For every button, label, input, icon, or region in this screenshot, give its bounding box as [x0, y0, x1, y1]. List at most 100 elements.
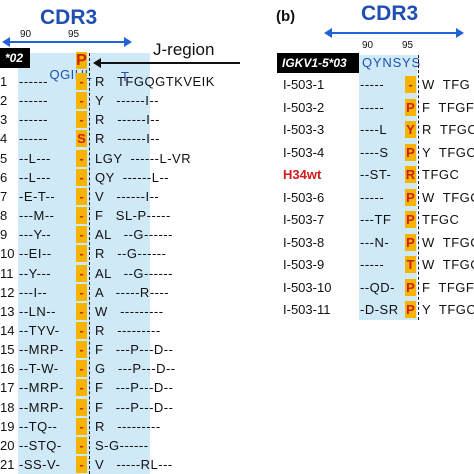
sequence-row: 6 --L--- - QY ------L-- — [0, 168, 474, 186]
panel-b-sequence-row: I-503-11 -D-SR P Y TFGC — [0, 301, 474, 318]
row-cdr3-prefix: -E-T-- — [19, 188, 56, 204]
row-label: 12 — [0, 284, 15, 300]
sequence-row: 4 ------ S R ------I-- — [0, 130, 474, 148]
panel-b-row-position-cell: P — [405, 233, 416, 251]
cdr3-arrow-left-head — [2, 37, 10, 47]
row-cdr3-prefix: --TQ-- — [19, 418, 58, 434]
row-j-region: R ------I-- — [95, 112, 160, 128]
row-j-region: F SL-P----- — [95, 208, 171, 224]
panel-b-row-position-cell: Y — [405, 121, 416, 138]
panel-b-row-position-cell: P — [405, 98, 416, 116]
row-label: 9 — [0, 227, 8, 243]
row-label: 13 — [0, 303, 15, 319]
row-j-region: R TFGQGTKVEIK — [95, 74, 215, 89]
panel-b-sequence-row: I-503-6 ----- P W TFGC — [0, 188, 474, 206]
panel-b-row-label: I-503-8 — [283, 234, 325, 250]
row-position-95-cell: - — [76, 321, 87, 339]
row-label: 17 — [0, 380, 15, 396]
row-cdr3-prefix: --Y--- — [19, 265, 52, 281]
tick-95: 95 — [68, 29, 80, 40]
row-j-region: Y ------I-- — [95, 93, 160, 109]
row-position-95-cell: - — [76, 168, 87, 186]
sequence-row: 14 --TYV- - R --------- — [0, 321, 474, 339]
row-position-95-cell: - — [76, 360, 87, 378]
panel-b-cdr3-title: CDR3 — [361, 2, 419, 25]
row-position-95-cell: - — [76, 456, 87, 473]
panel-b-row-label: I-503-4 — [283, 144, 325, 160]
cdr3-arrow — [8, 41, 126, 43]
panel-b-row-cdr3-prefix: ----- — [360, 99, 385, 115]
row-position-95-cell: - — [76, 187, 87, 205]
row-cdr3-prefix: --MRP- — [19, 399, 64, 415]
row-label: 8 — [0, 208, 8, 224]
germline-p-cell: P — [76, 52, 87, 69]
sequence-row: 1 ------ - R TFGQGTKVEIK — [0, 73, 474, 90]
panel-b-row-j-region: R TFGC — [422, 122, 474, 137]
panel-b-row-j-region: W TFGC — [422, 257, 474, 272]
panel-b-row-j-region: TFGC — [422, 167, 460, 182]
row-cdr3-prefix: --STQ- — [19, 437, 62, 453]
germline-post-t: T — [121, 69, 129, 84]
row-j-region: QY ------L-- — [95, 169, 170, 185]
row-cdr3-prefix: --L--- — [19, 169, 51, 185]
panel-b-sequence-row: I-503-8 ---N- P W TFGC — [0, 233, 474, 251]
panel-b-row-j-region: W TFG — [422, 77, 471, 92]
panel-b-row-label: I-503-3 — [283, 122, 325, 137]
sequence-row: 16 --T-W- - G ---P---D-- — [0, 360, 474, 378]
row-label: 14 — [0, 322, 15, 338]
panel-b-row-j-region: W TFGC — [422, 234, 474, 250]
panel-b-row-label: I-503-2 — [283, 99, 325, 115]
cdr3-arrow-right-head — [124, 37, 132, 47]
sequence-row: 20 --STQ- - S-G------ — [0, 436, 474, 454]
sequence-row: 7 -E-T-- - V ------I-- — [0, 187, 474, 205]
row-position-95-cell: - — [76, 226, 87, 244]
row-j-region: R --------- — [95, 322, 161, 338]
panel-b-row-position-cell: - — [405, 76, 416, 93]
sequence-row: 8 ---M-- - F SL-P----- — [0, 207, 474, 225]
sequence-row: 18 --MRP- - F ---P---D-- — [0, 398, 474, 416]
row-cdr3-prefix: --MRP- — [19, 342, 64, 358]
panel-b-sequence-row: I-503-1 ----- - W TFG — [0, 76, 474, 93]
panel-b-junction-divider — [418, 55, 419, 320]
sequence-row: 10 --EI-- - R --G------ — [0, 245, 474, 263]
panel-b-sequence-row: I-503-4 ----S P Y TFGC — [0, 143, 474, 161]
panel-b-row-cdr3-prefix: --QD- — [360, 279, 395, 295]
panel-b-row-label: I-503-10 — [283, 279, 332, 295]
panel-b-sequence-row: I-503-9 ----- T W TFGC — [0, 256, 474, 273]
row-position-95-cell: - — [76, 436, 87, 454]
panel-b-sequence-row: I-503-10 --QD- P F TFGF — [0, 278, 474, 296]
panel-b-arrow-right-head — [456, 28, 464, 38]
row-j-region: R ------I-- — [95, 131, 160, 147]
panel-b-row-position-cell: P — [405, 211, 416, 228]
panel-b-row-cdr3-prefix: ---N- — [360, 234, 390, 250]
row-position-95-cell: - — [76, 92, 87, 110]
panel-b-row-cdr3-prefix: ----- — [360, 189, 385, 205]
panel-b-arrow-left-head — [324, 28, 332, 38]
panel-b-row-position-cell: P — [405, 278, 416, 296]
panel-b-sequence-row: H34wt --ST- R TFGC — [0, 166, 474, 183]
sequence-row: 5 --L--- - LGY ------L-VR — [0, 149, 474, 167]
panel-b-germline-seq: QYNSYS — [362, 55, 421, 70]
row-label: 4 — [0, 131, 8, 147]
row-j-region: F ---P---D-- — [95, 399, 174, 415]
panel-b-row-j-region: Y TFGC — [422, 144, 474, 160]
row-label: 20 — [0, 437, 15, 453]
row-j-region: A -----R---- — [95, 284, 170, 300]
row-j-region: G ---P---D-- — [95, 361, 176, 377]
row-j-region: W --------- — [95, 303, 164, 319]
row-j-region: AL --G------ — [95, 227, 173, 243]
panel-b-row-cdr3-prefix: ----- — [360, 77, 385, 92]
row-position-95-cell: - — [76, 264, 87, 282]
panel-b-row-label: I-503-7 — [283, 212, 325, 227]
row-label: 11 — [0, 265, 14, 281]
panel-b-row-label: H34wt — [283, 167, 322, 182]
row-cdr3-prefix: --MRP- — [19, 380, 64, 396]
panel-b-row-position-cell: T — [405, 256, 416, 273]
row-label: 2 — [0, 93, 8, 109]
row-j-region: F ---P---D-- — [95, 380, 174, 396]
row-label: 6 — [0, 169, 8, 185]
row-cdr3-prefix: ------ — [19, 131, 48, 147]
row-position-95-cell: - — [76, 207, 87, 225]
row-cdr3-prefix: ---Y-- — [19, 227, 52, 243]
panel-b-row-cdr3-prefix: --ST- — [360, 167, 392, 182]
